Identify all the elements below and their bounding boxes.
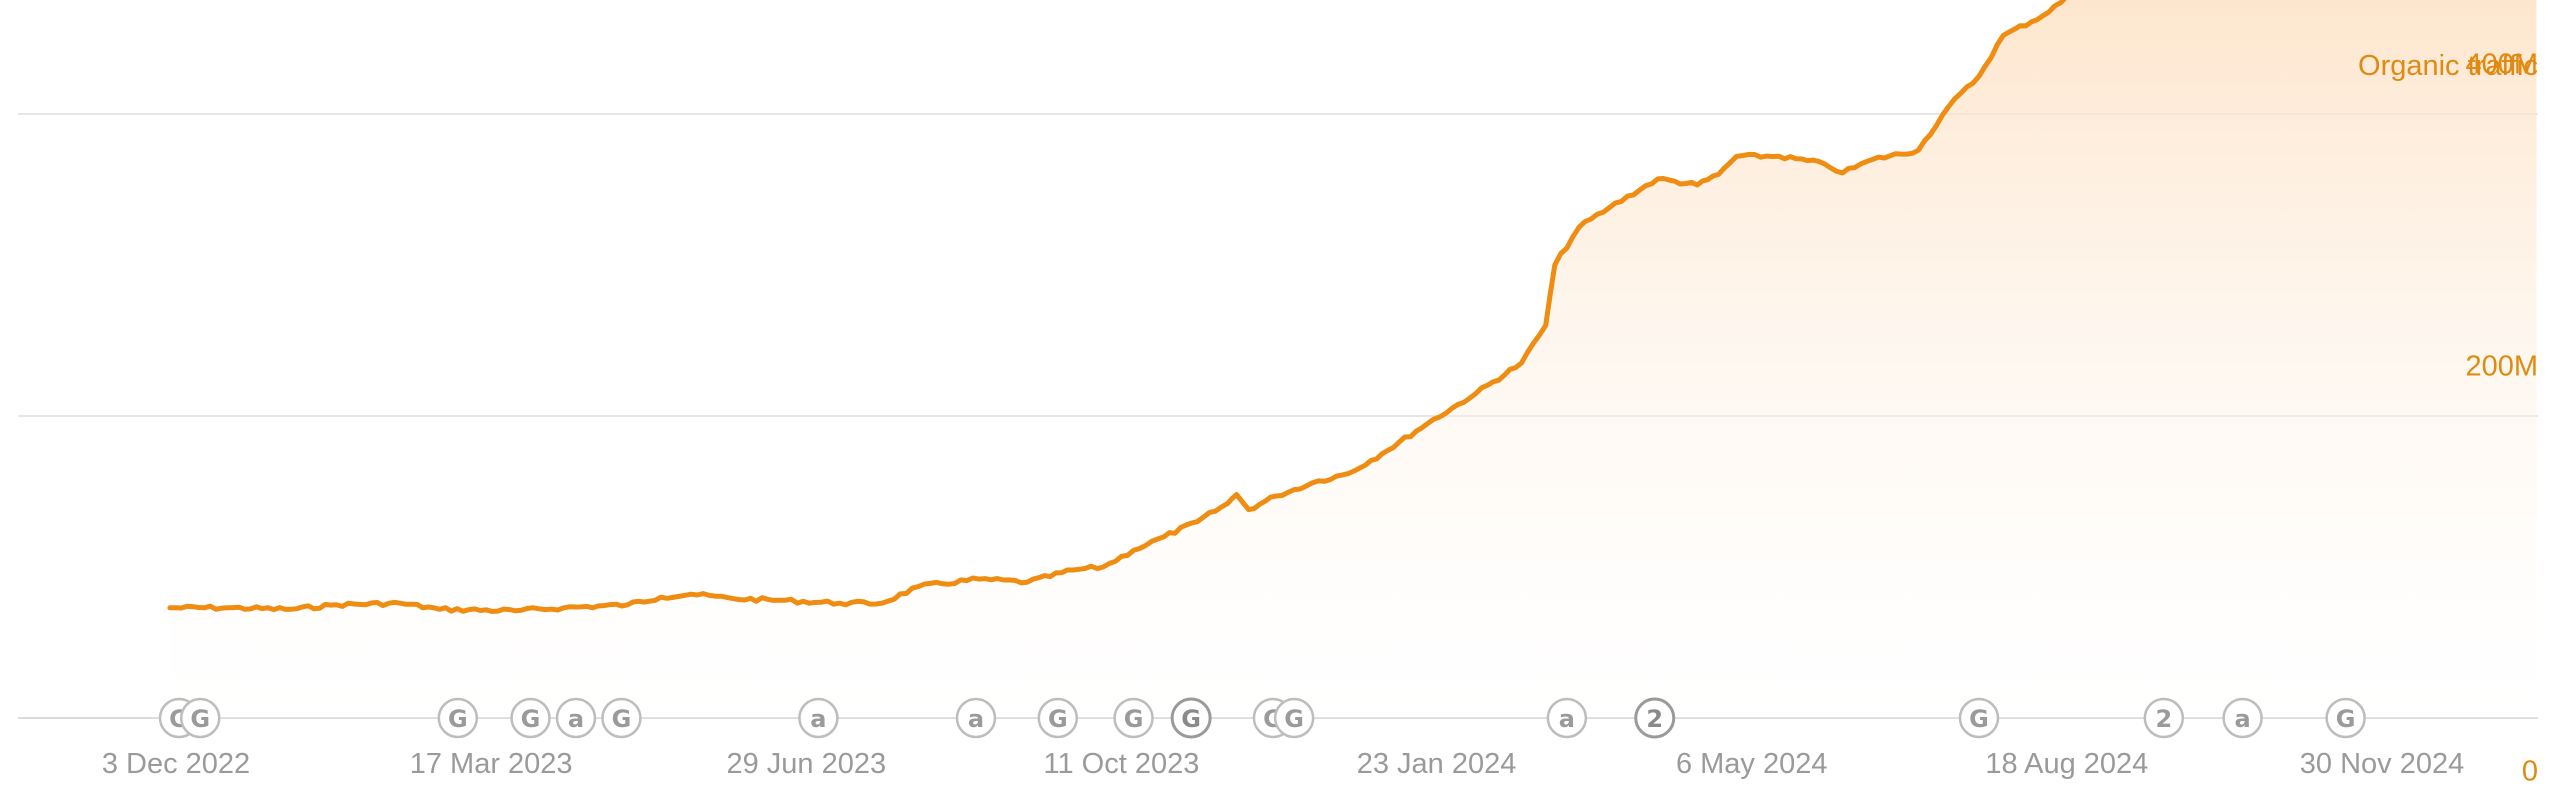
event-marker-google[interactable]: G [1273, 697, 1315, 739]
event-marker-glyph: a [810, 705, 826, 733]
event-marker-google[interactable]: G [179, 697, 221, 739]
series-area-fill [169, 0, 2537, 718]
event-marker-glyph: G [1181, 705, 1201, 733]
event-marker-google[interactable]: G [601, 697, 642, 739]
event-marker-circle [555, 697, 597, 739]
event-marker-google[interactable]: G [1113, 697, 1154, 739]
x-tick-5: 6 May 2024 [1676, 748, 1828, 780]
event-marker-circle [1113, 697, 1154, 739]
event-marker-circle [1546, 697, 1588, 739]
event-marker-circle [601, 697, 642, 739]
x-tick-7: 30 Nov 2024 [2300, 748, 2464, 780]
event-marker-circle [1170, 697, 1212, 739]
x-tick-0: 3 Dec 2022 [102, 748, 250, 780]
event-marker-glyph: G [1284, 705, 1304, 733]
event-marker-ahrefs[interactable]: a [1546, 697, 1588, 739]
series-line-group [167, 0, 2067, 614]
event-marker-glyph: a [2235, 705, 2251, 733]
event-marker-glyph: G [1969, 705, 1989, 733]
event-marker-circle [1273, 697, 1315, 739]
event-marker-circle [179, 697, 221, 739]
x-tick-3: 11 Oct 2023 [1043, 748, 1199, 780]
y-tick-1: 200M [2465, 351, 2538, 383]
event-marker-google[interactable]: G [2325, 697, 2366, 739]
event-marker-glyph: G [448, 705, 468, 733]
event-marker-glyph: G [521, 705, 541, 733]
y-tick-0: 0 [2522, 756, 2538, 788]
event-marker-circle [1958, 697, 2000, 739]
y-axis-label: Organic traffic [2358, 50, 2538, 82]
series-area [169, 0, 2537, 718]
x-tick-4: 23 Jan 2024 [1357, 748, 1517, 780]
event-marker-circle [2143, 697, 2185, 739]
event-marker-circle [798, 697, 839, 739]
event-marker-google[interactable]: G [1170, 697, 1212, 739]
event-marker-glyph: G [190, 705, 210, 733]
event-marker-circle [437, 697, 479, 739]
event-marker-glyph: a [1559, 705, 1575, 733]
event-marker-google[interactable]: G [437, 697, 479, 739]
event-marker-google[interactable]: G [510, 697, 551, 739]
event-marker-circle [955, 697, 997, 739]
event-marker-multi[interactable]: 2 [1634, 697, 1676, 739]
event-marker-ahrefs[interactable]: a [798, 697, 839, 739]
event-marker-multi[interactable]: 2 [2143, 697, 2185, 739]
event-marker-google[interactable]: G [1958, 697, 2000, 739]
x-tick-6: 18 Aug 2024 [1985, 748, 2148, 780]
event-marker-glyph: G [2336, 705, 2356, 733]
event-marker-glyph: a [968, 705, 984, 733]
event-marker-glyph: G [1048, 705, 1068, 733]
event-marker-circle [2325, 697, 2366, 739]
event-marker-glyph: a [568, 705, 584, 733]
event-marker-glyph: G [612, 705, 632, 733]
event-marker-circle [1634, 697, 1676, 739]
event-marker-circle [510, 697, 551, 739]
event-marker-glyph: 2 [2155, 705, 2172, 733]
event-marker-glyph: 2 [1646, 705, 1663, 733]
event-marker-glyph: G [1124, 705, 1144, 733]
x-axis-ticks: 3 Dec 2022 17 Mar 2023 29 Jun 2023 11 Oct 2… [102, 748, 2464, 780]
x-tick-2: 29 Jun 2023 [726, 748, 886, 780]
event-marker-circle [2222, 697, 2263, 739]
y-tick-2: 400M [2465, 49, 2538, 81]
series-line [167, 0, 2067, 614]
event-marker-ahrefs[interactable]: a [955, 697, 997, 739]
event-marker-google[interactable]: G [1037, 697, 1079, 739]
x-tick-1: 17 Mar 2023 [410, 748, 573, 780]
event-marker-ahrefs[interactable]: a [2222, 697, 2263, 739]
event-marker-ahrefs[interactable]: a [555, 697, 597, 739]
y-axis-ticks: 0200M400M600M800M [2465, 49, 2538, 788]
event-marker-circle [1037, 697, 1079, 739]
